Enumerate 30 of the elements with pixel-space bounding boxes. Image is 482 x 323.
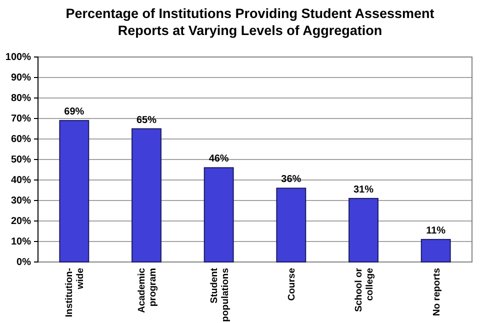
data-label: 65% (136, 114, 157, 126)
bar (59, 120, 90, 262)
y-tick-label: 0% (16, 257, 32, 268)
x-tick-label: No reports (431, 268, 442, 316)
y-tick-label: 70% (10, 114, 32, 125)
chart-title: Percentage of Institutions Providing Student Assessment Reports at Varying Levels of Aggregation (66, 6, 435, 38)
x-tick-label: Student populations (208, 267, 231, 322)
bar (348, 198, 378, 262)
y-tick-label: 20% (10, 216, 32, 228)
bar (132, 128, 162, 262)
bar (204, 167, 234, 262)
bar (420, 238, 451, 262)
bar (276, 188, 306, 262)
x-tick-label: School or college (354, 268, 376, 312)
data-label: 46% (208, 154, 229, 165)
y-tick-label: 30% (10, 196, 32, 207)
x-tick-label: Academic program (136, 268, 158, 313)
data-label: 31% (353, 184, 374, 196)
y-tick-label: 90% (10, 72, 32, 84)
y-tick-label: 50% (10, 154, 32, 166)
data-label: 11% (426, 225, 446, 236)
x-tick-label: Course (286, 268, 298, 301)
y-tick-label: 60% (10, 134, 32, 146)
data-label: 36% (281, 174, 302, 186)
y-tick-label: 100% (5, 52, 32, 64)
y-tick-label: 10% (10, 236, 32, 248)
x-tick-label: Institution- wide (64, 268, 86, 318)
y-tick-label: 80% (10, 93, 32, 104)
data-label: 69% (64, 106, 84, 118)
y-tick-label: 40% (10, 175, 32, 186)
